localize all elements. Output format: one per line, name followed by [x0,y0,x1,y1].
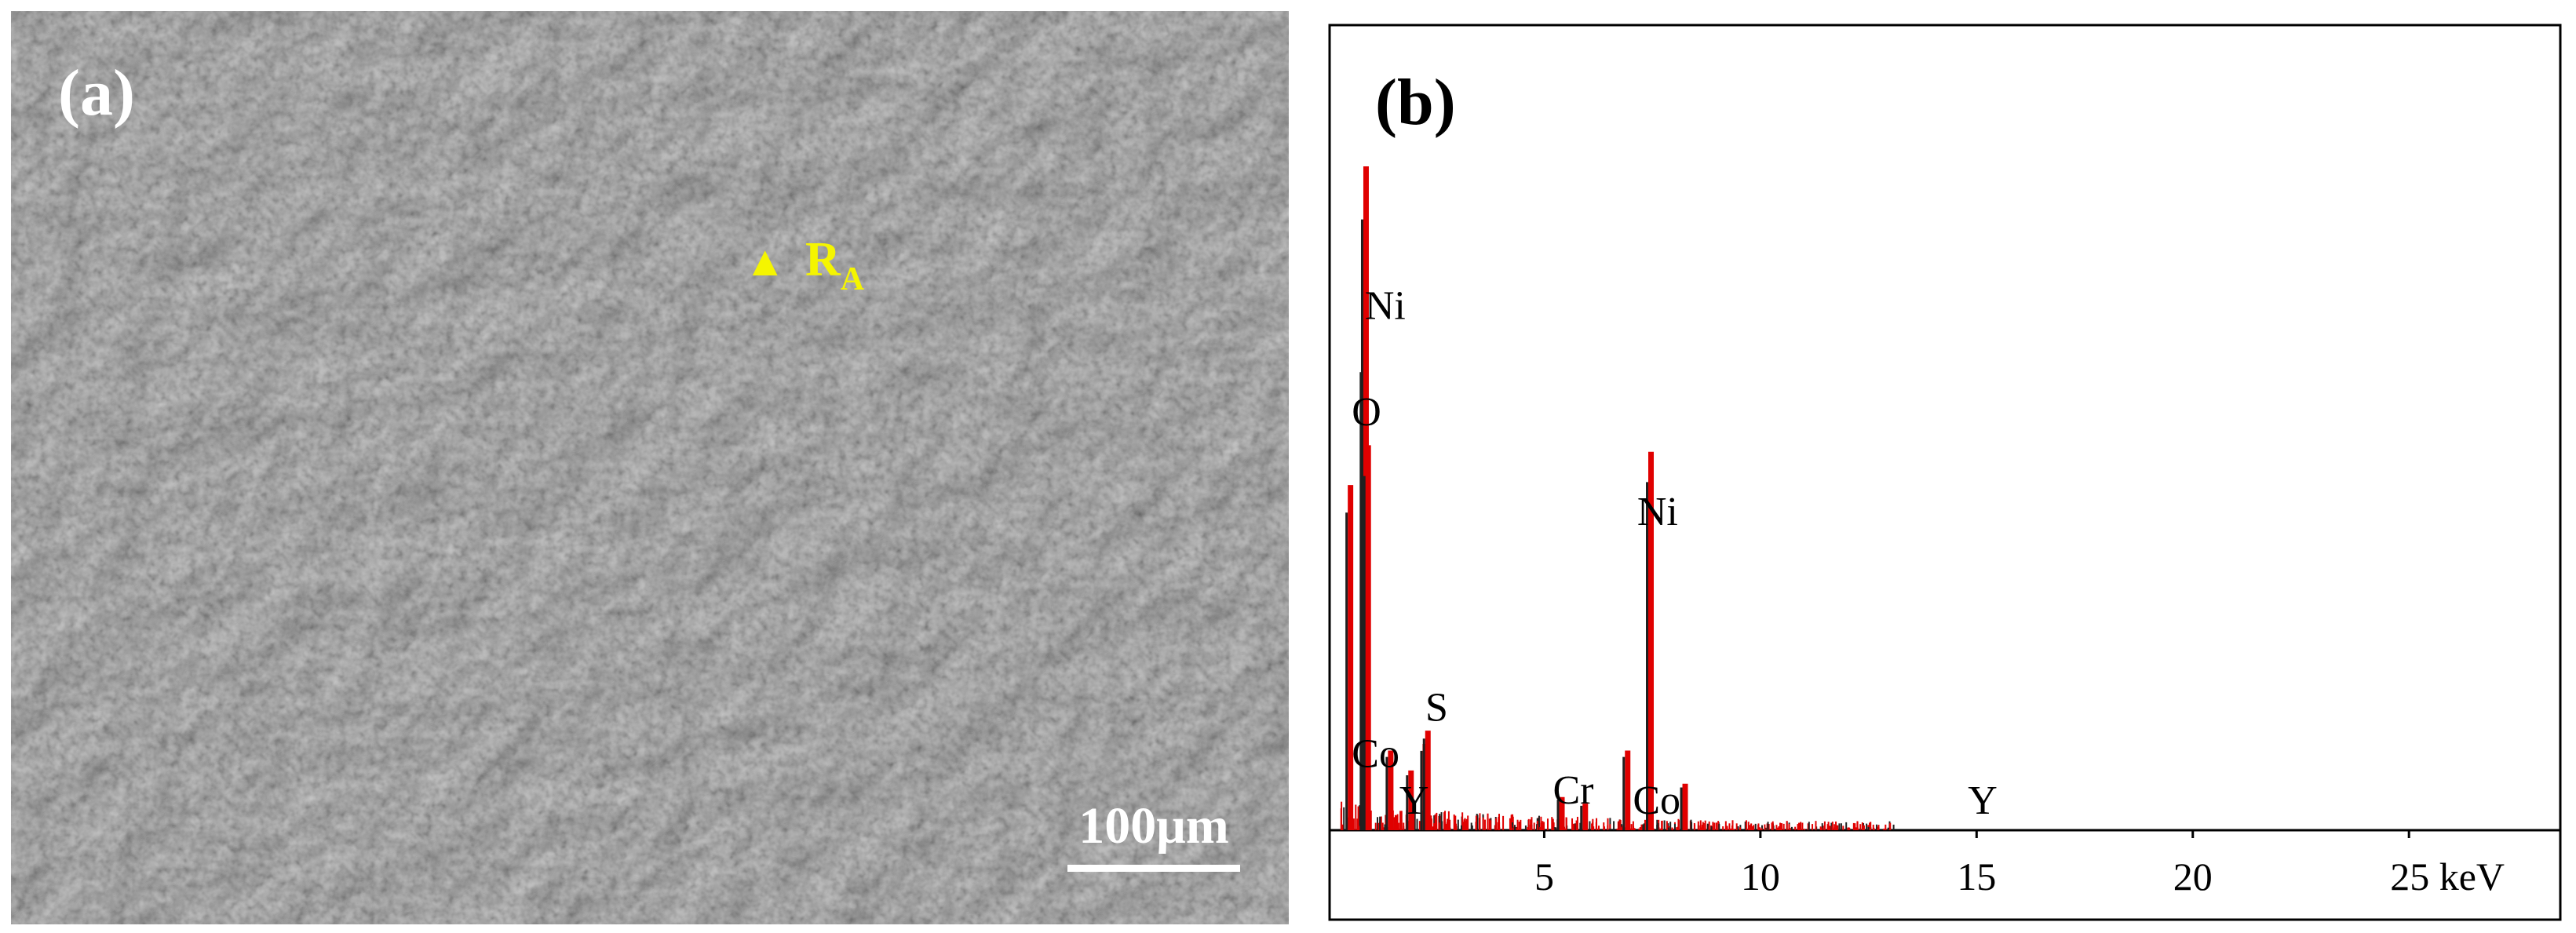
sem-image-panel: (a) ▲ RA 100μm [11,11,1289,924]
x-axis-ticks: 5 10 15 20 25 keV [1534,830,2505,898]
region-marker-icon: ▲ [744,238,786,285]
element-label: Co [1352,732,1399,777]
region-label-sub: A [841,261,865,297]
element-label: Y [1968,778,1998,823]
element-label: S [1425,685,1448,730]
x-tick-label: 25 keV [2390,855,2505,898]
x-tick-label: 15 [1957,855,1996,898]
panel-a-label: (a) [58,56,135,129]
spectrum-peaks [1345,166,1688,830]
scale-bar-label: 100μm [1078,797,1228,855]
panel-b-label: (b) [1375,66,1456,139]
region-label-main: R [805,233,841,286]
element-label: Ni [1365,284,1406,329]
scale-bar [1067,865,1240,872]
sem-micrograph: (a) ▲ RA 100μm [11,11,1289,924]
element-label: Y [1399,778,1429,823]
eds-spectrum-panel: 5 10 15 20 25 keV Ni O Ni S Co Y Cr Co Y (b) [1328,24,2563,924]
x-tick-label: 5 [1534,855,1554,898]
x-tick-label: 10 [1741,855,1780,898]
element-label: Co [1633,778,1680,823]
element-label: Ni [1637,490,1678,534]
region-marker-label: RA [805,233,865,297]
element-label: Cr [1553,768,1593,813]
plot-frame [1328,24,2562,921]
element-label: O [1352,390,1381,435]
x-tick-label: 20 [2173,855,2213,898]
